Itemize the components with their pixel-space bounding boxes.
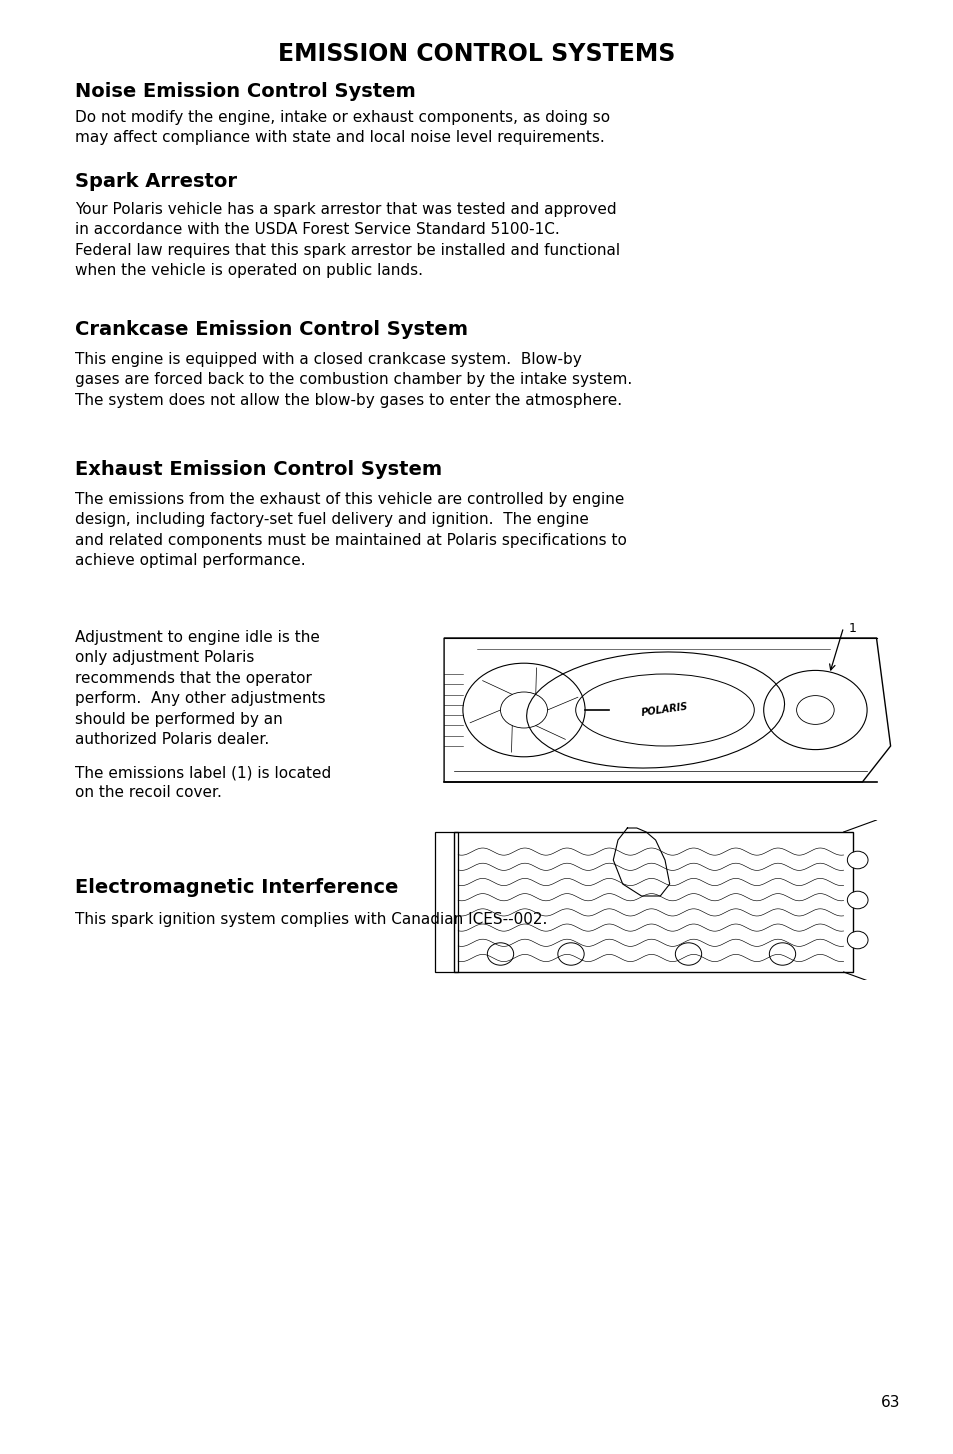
Text: Noise Emission Control System: Noise Emission Control System [75, 81, 416, 100]
Text: Spark Arrestor: Spark Arrestor [75, 172, 236, 190]
Circle shape [768, 942, 795, 965]
Bar [435, 832, 457, 973]
Text: Electromagnetic Interference: Electromagnetic Interference [75, 878, 398, 897]
Text: The emissions label (1) is located
on the recoil cover.: The emissions label (1) is located on th… [75, 765, 331, 800]
Text: Crankcase Emission Control System: Crankcase Emission Control System [75, 320, 468, 339]
Circle shape [846, 851, 867, 869]
Bar [453, 832, 852, 973]
Text: POLARIS: POLARIS [640, 702, 688, 718]
Circle shape [846, 891, 867, 909]
Text: Exhaust Emission Control System: Exhaust Emission Control System [75, 459, 441, 478]
Circle shape [846, 931, 867, 949]
Text: Your Polaris vehicle has a spark arrestor that was tested and approved
in accord: Your Polaris vehicle has a spark arresto… [75, 202, 619, 278]
Text: Adjustment to engine idle is the
only adjustment Polaris
recommends that the ope: Adjustment to engine idle is the only ad… [75, 630, 325, 747]
Ellipse shape [575, 675, 754, 746]
Circle shape [487, 942, 513, 965]
Text: This engine is equipped with a closed crankcase system.  Blow-by
gases are force: This engine is equipped with a closed cr… [75, 352, 632, 407]
Text: EMISSION CONTROL SYSTEMS: EMISSION CONTROL SYSTEMS [278, 42, 675, 65]
Text: This spark ignition system complies with Canadian ICES--002.: This spark ignition system complies with… [75, 912, 547, 928]
Circle shape [675, 942, 700, 965]
Circle shape [558, 942, 583, 965]
Text: 1: 1 [848, 622, 856, 635]
Text: Do not modify the engine, intake or exhaust components, as doing so
may affect c: Do not modify the engine, intake or exha… [75, 111, 610, 145]
Text: The emissions from the exhaust of this vehicle are controlled by engine
design, : The emissions from the exhaust of this v… [75, 491, 626, 569]
Text: 63: 63 [880, 1394, 899, 1410]
